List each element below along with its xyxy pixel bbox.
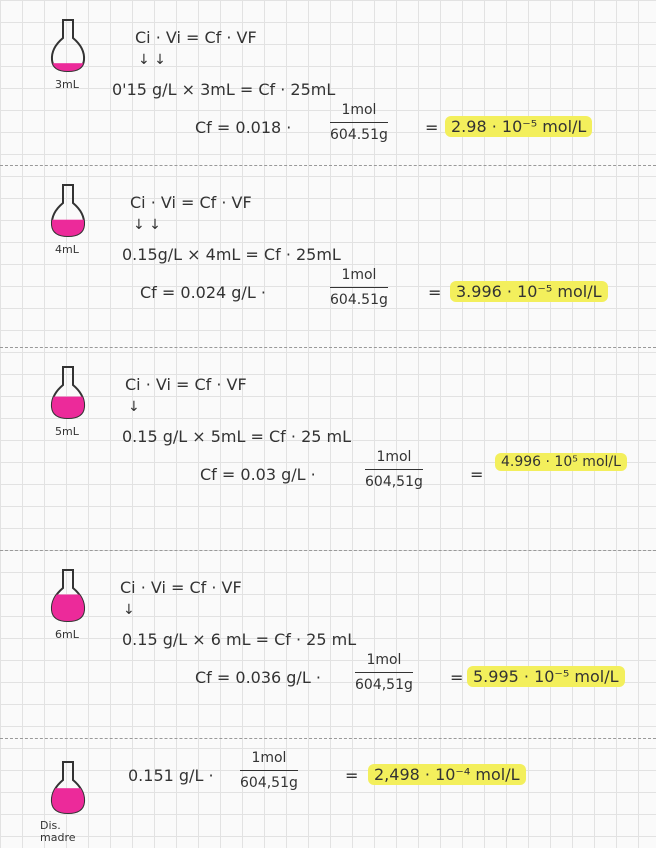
flask-label: 5mL (55, 425, 79, 438)
result-lhs: Cf = 0.024 g/L · (140, 283, 266, 302)
denominator: 604,51g (355, 677, 413, 693)
arrows: ↓ ↓ (138, 52, 166, 68)
equation: Ci · Vi = Cf · VF (130, 193, 252, 212)
answer: 2.98 · 10⁻⁵ mol/L (445, 116, 593, 137)
substitution: 0.15 g/L × 6 mL = Cf · 25 mL (122, 630, 357, 649)
flask-icon (50, 184, 86, 238)
separator (0, 550, 656, 551)
substitution: 0'15 g/L × 3mL = Cf · 25mL (112, 80, 336, 99)
result-lhs: Cf = 0.036 g/L · (195, 668, 321, 687)
result-lhs: Cf = 0.018 · (195, 118, 292, 137)
substitution: 0.15g/L × 4mL = Cf · 25mL (122, 245, 341, 264)
equals-sign: = (428, 283, 442, 302)
denominator: 604,51g (365, 474, 423, 490)
flask-icon (50, 366, 86, 420)
fraction: 1mol 604.51g (330, 267, 388, 308)
separator (0, 347, 656, 348)
numerator: 1mol (240, 750, 298, 771)
numerator: 1mol (330, 102, 388, 123)
flask-icon (50, 19, 86, 73)
result-lhs: Cf = 0.03 g/L · (200, 465, 316, 484)
equals-sign: = (450, 668, 464, 687)
substitution: 0.15 g/L × 5mL = Cf · 25 mL (122, 427, 352, 446)
fraction: 1mol 604.51g (330, 102, 388, 143)
fraction: 1mol 604,51g (240, 750, 298, 791)
flask-label: 3mL (55, 78, 79, 91)
equation: Ci · Vi = Cf · VF (120, 578, 242, 597)
flask-icon (50, 761, 86, 815)
flask-icon (50, 569, 86, 623)
denominator: 604.51g (330, 127, 388, 143)
numerator: 1mol (330, 267, 388, 288)
equals-sign: = (425, 118, 439, 137)
numerator: 1mol (365, 449, 423, 470)
separator (0, 165, 656, 166)
separator (0, 738, 656, 739)
answer: 3.996 · 10⁻⁵ mol/L (450, 281, 608, 302)
arrows: ↓ (123, 602, 135, 618)
fraction: 1mol 604,51g (355, 652, 413, 693)
answer: 4.996 · 10⁵ mol/L (495, 453, 627, 471)
equals-sign: = (345, 766, 359, 785)
equation: Ci · Vi = Cf · VF (135, 28, 257, 47)
fraction: 1mol 604,51g (365, 449, 423, 490)
denominator: 604,51g (240, 775, 298, 791)
arrows: ↓ ↓ (133, 217, 161, 233)
flask-label: 4mL (55, 243, 79, 256)
result-lhs: 0.151 g/L · (128, 766, 214, 785)
equation: Ci · Vi = Cf · VF (125, 375, 247, 394)
answer: 5.995 · 10⁻⁵ mol/L (467, 666, 625, 687)
arrows: ↓ (128, 399, 140, 415)
numerator: 1mol (355, 652, 413, 673)
equals-sign: = (470, 465, 484, 484)
denominator: 604.51g (330, 292, 388, 308)
flask-label: 6mL (55, 628, 79, 641)
answer: 2,498 · 10⁻⁴ mol/L (368, 764, 526, 785)
flask-label: Dis. madre (40, 819, 76, 844)
